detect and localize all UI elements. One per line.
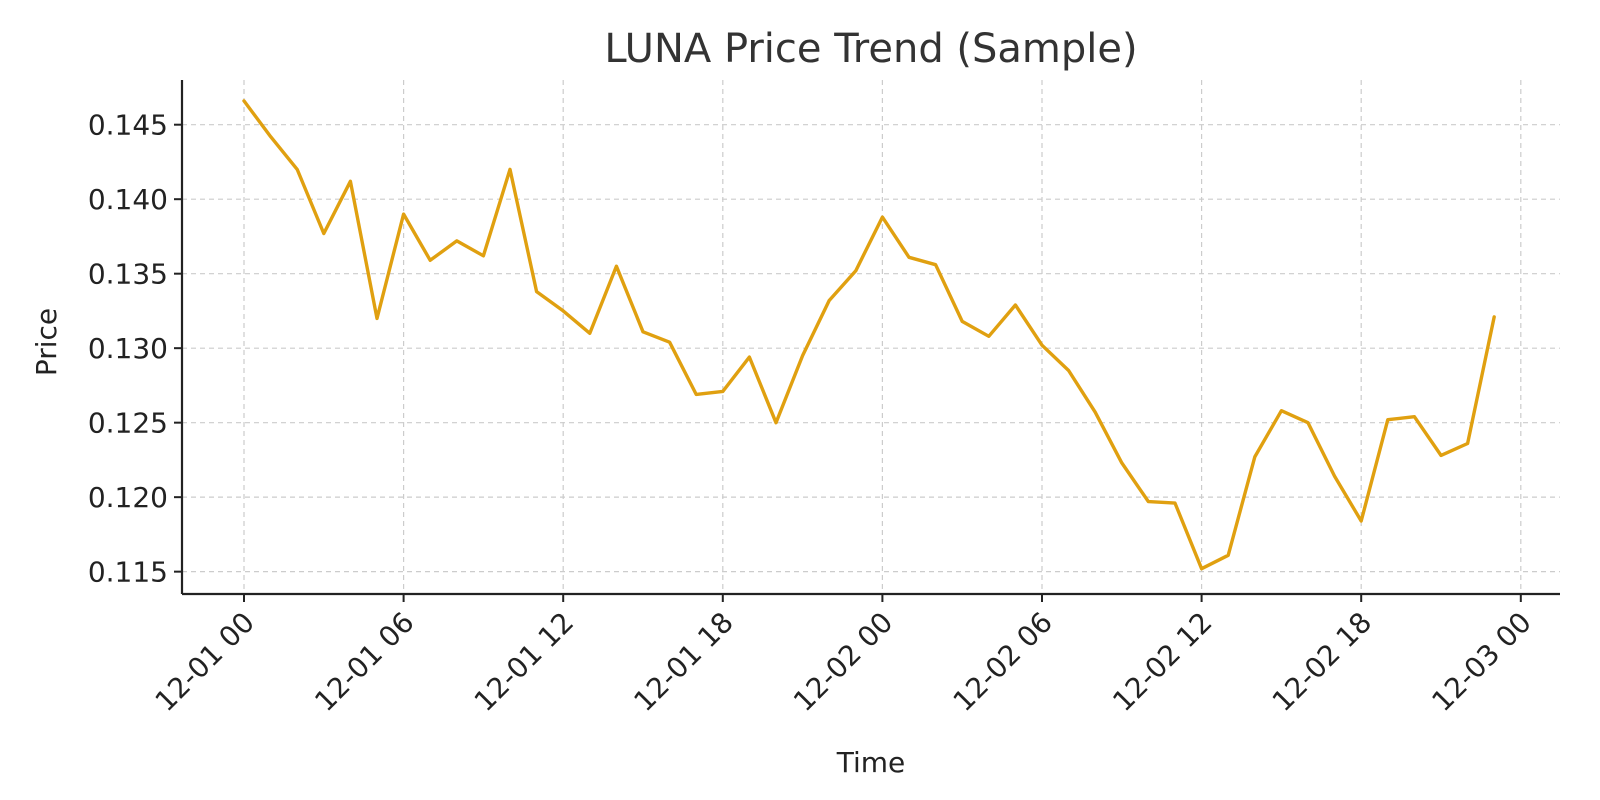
y-axis-label: Price xyxy=(30,308,63,376)
y-tick-label: 0.125 xyxy=(88,407,168,440)
y-tick-label: 0.140 xyxy=(88,183,168,216)
series-layer xyxy=(242,99,1496,571)
y-tick-label: 0.120 xyxy=(88,481,168,514)
x-tick-label: 12-02 00 xyxy=(787,606,899,718)
x-axis-label: Time xyxy=(836,746,906,779)
x-tick-label: 12-01 18 xyxy=(627,606,739,718)
grid xyxy=(182,80,1560,594)
x-axis-ticks: 12-01 00 12-01 06 12-01 12 12-01 18 12-02 00… xyxy=(149,594,1538,718)
x-tick-label: 12-03 00 xyxy=(1425,606,1537,718)
x-tick-label: 12-02 18 xyxy=(1266,606,1378,718)
chart-title: LUNA Price Trend (Sample) xyxy=(604,26,1137,72)
y-tick-label: 0.135 xyxy=(88,258,168,291)
y-tick-label: 0.130 xyxy=(88,332,168,365)
x-tick-label: 12-01 12 xyxy=(468,606,580,718)
x-tick-label: 12-01 06 xyxy=(308,606,420,718)
y-tick-label: 0.115 xyxy=(88,556,168,589)
price-series-line xyxy=(242,99,1496,571)
x-tick-label: 12-02 12 xyxy=(1106,606,1218,718)
axes xyxy=(180,80,1560,596)
x-tick-label: 12-01 00 xyxy=(149,606,261,718)
y-axis-ticks: 0.115 0.120 0.125 0.130 0.135 0.140 0.145 xyxy=(88,109,182,589)
x-tick-label: 12-02 06 xyxy=(947,606,1059,718)
y-tick-label: 0.145 xyxy=(88,109,168,142)
